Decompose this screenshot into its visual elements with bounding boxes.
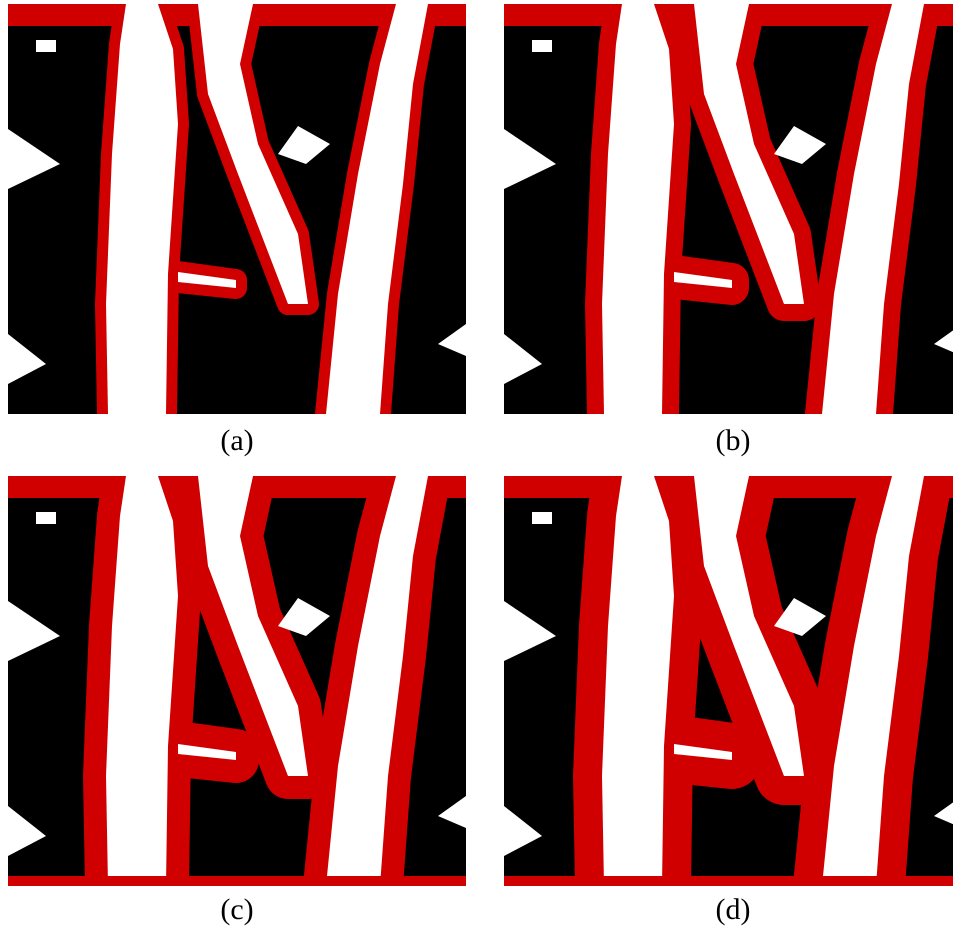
void-left-triangle-top <box>504 601 556 661</box>
void-left-triangle-top <box>8 129 60 189</box>
caption-d: (d) <box>715 893 751 926</box>
topology-image-b <box>504 4 953 414</box>
void-right-channel <box>822 4 924 414</box>
void-left-triangle-bottom <box>504 806 542 856</box>
void-crack <box>178 272 236 288</box>
void-right-triangle <box>934 330 953 353</box>
void-left-triangle-bottom <box>8 806 46 856</box>
void-right-channel <box>326 4 428 414</box>
void-diagonal-channel <box>694 4 804 304</box>
void-diagonal-channel <box>198 476 308 776</box>
contour-bottom-edge <box>504 876 953 886</box>
void-crack <box>178 744 236 760</box>
void-hole-top-left <box>36 512 56 524</box>
panel-a <box>8 4 466 414</box>
void-crack <box>674 744 732 760</box>
void-inner-spot <box>774 126 826 164</box>
void-crack <box>674 272 732 288</box>
void-hole-top-left <box>532 40 552 52</box>
void-inner-spot <box>278 126 330 164</box>
void-left-triangle-top <box>504 129 556 189</box>
topology-image-d <box>504 476 953 886</box>
void-diagonal-channel <box>198 4 308 304</box>
void-hole-top-left <box>532 512 552 524</box>
void-left-triangle-bottom <box>504 334 542 384</box>
void-left-channel <box>602 4 674 414</box>
panel-b <box>504 4 953 414</box>
caption-a: (a) <box>220 424 254 457</box>
void-inner-spot <box>278 598 330 636</box>
void-diagonal-channel <box>694 476 804 776</box>
caption-c: (c) <box>220 893 254 926</box>
void-left-triangle-top <box>8 601 60 661</box>
void-left-triangle-bottom <box>8 334 46 384</box>
topology-image-c <box>8 476 466 886</box>
panel-d <box>504 476 953 886</box>
void-left-channel <box>106 4 178 414</box>
topology-image-a <box>8 4 466 414</box>
void-hole-top-left <box>36 40 56 52</box>
void-right-channel <box>326 476 428 886</box>
void-left-channel <box>602 476 674 886</box>
void-right-channel <box>822 476 924 886</box>
panel-c <box>8 476 466 886</box>
caption-b: (b) <box>715 424 751 457</box>
void-left-channel <box>106 476 178 886</box>
contour-bottom-edge <box>8 876 466 886</box>
void-inner-spot <box>774 598 826 636</box>
void-right-triangle <box>438 324 466 356</box>
void-right-triangle <box>934 802 953 825</box>
void-right-triangle <box>438 796 466 828</box>
